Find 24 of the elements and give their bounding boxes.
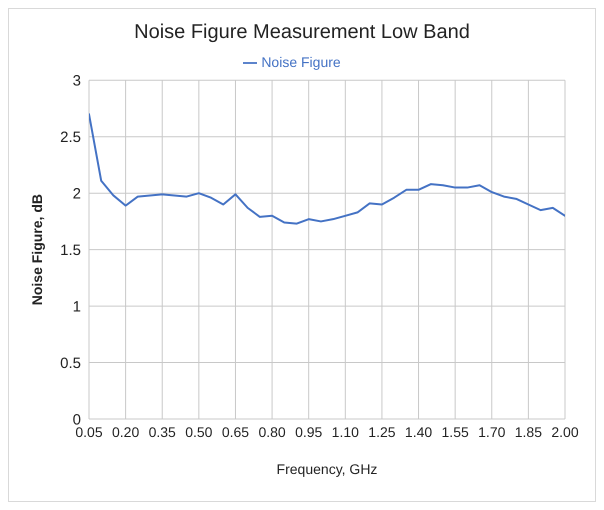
legend-label: Noise Figure xyxy=(261,54,341,70)
x-tick-label: 2.00 xyxy=(551,424,579,440)
chart-title: Noise Figure Measurement Low Band xyxy=(133,21,471,44)
x-tick-label: 0.20 xyxy=(112,424,140,440)
x-tick-label: 0.35 xyxy=(148,424,176,440)
line-series xyxy=(89,113,565,225)
y-tick-label: 2 xyxy=(72,186,81,203)
y-tick-label: 0.5 xyxy=(60,354,81,372)
x-tick-label: 1.25 xyxy=(368,424,396,440)
x-tick-label: 1.55 xyxy=(442,424,469,440)
x-tick-label: 0.65 xyxy=(222,424,250,440)
x-tick-label: 1.10 xyxy=(332,424,360,440)
x-tick-label: 0.80 xyxy=(258,424,286,440)
x-tick-label: 1.70 xyxy=(478,424,506,440)
x-tick-label: 1.85 xyxy=(514,424,542,440)
y-tick-label: 1 xyxy=(72,298,81,316)
y-tick-label: 2.5 xyxy=(60,129,81,146)
x-tick-label: 0.50 xyxy=(185,424,213,440)
y-axis-title: Noise Figure, dB xyxy=(28,194,45,306)
x-tick-label: 1.40 xyxy=(404,424,432,440)
y-tick-label: 3 xyxy=(72,72,81,90)
y-tick-label: 1.5 xyxy=(60,242,81,259)
x-tick-label: 0.95 xyxy=(295,424,323,440)
x-axis-title: Frequency, GHz xyxy=(276,461,378,477)
